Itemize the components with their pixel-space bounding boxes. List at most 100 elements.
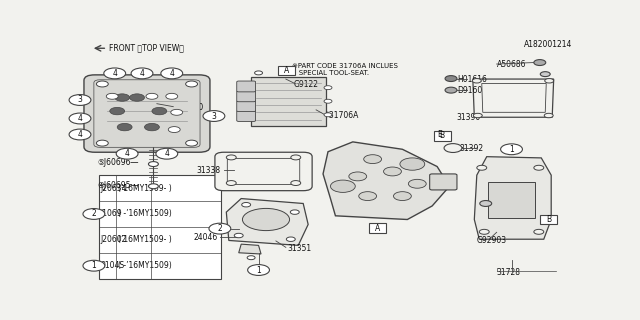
Circle shape	[97, 140, 108, 146]
Circle shape	[97, 81, 108, 87]
Circle shape	[227, 155, 236, 160]
Circle shape	[255, 71, 262, 75]
Circle shape	[500, 144, 522, 155]
FancyBboxPatch shape	[215, 152, 312, 191]
Circle shape	[472, 79, 481, 83]
Circle shape	[291, 180, 301, 186]
Circle shape	[242, 203, 251, 207]
Circle shape	[116, 148, 138, 159]
FancyBboxPatch shape	[237, 101, 255, 112]
Polygon shape	[473, 79, 554, 117]
FancyBboxPatch shape	[278, 66, 295, 75]
Circle shape	[248, 265, 269, 276]
Polygon shape	[251, 76, 326, 126]
Polygon shape	[323, 142, 449, 220]
Text: A50686: A50686	[497, 60, 526, 69]
Circle shape	[349, 172, 367, 181]
Text: 1: 1	[92, 261, 96, 270]
Text: ( -’16MY1509): ( -’16MY1509)	[118, 261, 172, 270]
FancyBboxPatch shape	[227, 158, 300, 185]
Text: 24046: 24046	[194, 233, 218, 242]
Polygon shape	[482, 84, 547, 112]
Circle shape	[131, 68, 153, 79]
Text: A: A	[375, 224, 380, 233]
Text: 4: 4	[170, 69, 174, 78]
Circle shape	[534, 229, 544, 234]
Ellipse shape	[243, 208, 289, 231]
Circle shape	[83, 209, 105, 220]
Circle shape	[234, 233, 243, 238]
Text: 3: 3	[77, 95, 83, 105]
Circle shape	[203, 111, 225, 121]
Text: 4: 4	[125, 149, 129, 158]
Circle shape	[161, 68, 182, 79]
FancyBboxPatch shape	[488, 182, 535, 218]
Text: 4: 4	[164, 149, 169, 158]
Text: 4: 4	[77, 114, 83, 123]
Text: 31392: 31392	[459, 144, 483, 153]
Circle shape	[445, 76, 457, 82]
Circle shape	[474, 113, 483, 118]
Circle shape	[247, 256, 255, 260]
Text: 31728: 31728	[497, 268, 521, 277]
FancyBboxPatch shape	[434, 131, 451, 141]
Text: 4: 4	[112, 69, 117, 78]
Circle shape	[359, 192, 376, 201]
Circle shape	[324, 113, 332, 117]
Circle shape	[227, 180, 236, 186]
FancyBboxPatch shape	[429, 174, 457, 190]
Circle shape	[186, 81, 198, 87]
FancyBboxPatch shape	[237, 91, 255, 102]
Text: FRONT 〈TOP VIEW〉: FRONT 〈TOP VIEW〉	[109, 44, 184, 53]
Circle shape	[545, 79, 554, 83]
Text: ④J60695―: ④J60695―	[97, 180, 138, 189]
Text: 3: 3	[211, 111, 216, 121]
Text: 1: 1	[256, 266, 261, 275]
FancyBboxPatch shape	[99, 175, 221, 279]
Text: 0104S: 0104S	[101, 261, 125, 270]
Circle shape	[145, 124, 159, 131]
Circle shape	[168, 127, 180, 132]
Circle shape	[540, 72, 550, 76]
Text: 31351: 31351	[287, 244, 312, 253]
Text: E: E	[437, 131, 442, 140]
Circle shape	[186, 140, 198, 146]
Circle shape	[544, 113, 553, 118]
Text: G92903: G92903	[477, 236, 507, 245]
Polygon shape	[474, 157, 551, 239]
Text: J1069: J1069	[101, 210, 122, 219]
Text: (’16MY1509- ): (’16MY1509- )	[118, 184, 172, 193]
Text: ( -’16MY1509): ( -’16MY1509)	[118, 210, 172, 219]
Polygon shape	[227, 198, 308, 245]
Text: 4: 4	[140, 69, 145, 78]
Circle shape	[400, 158, 425, 170]
Text: (’16MY1509- ): (’16MY1509- )	[118, 235, 172, 244]
Circle shape	[330, 180, 355, 192]
Circle shape	[166, 93, 178, 99]
Text: 31338: 31338	[196, 166, 220, 175]
Circle shape	[383, 167, 401, 176]
Circle shape	[364, 155, 381, 164]
Circle shape	[171, 109, 182, 115]
Circle shape	[146, 93, 158, 99]
Circle shape	[324, 86, 332, 90]
Text: 2: 2	[92, 210, 96, 219]
Circle shape	[104, 68, 125, 79]
Text: G9122: G9122	[293, 80, 318, 89]
Circle shape	[69, 113, 91, 124]
Circle shape	[286, 237, 295, 241]
Text: ⑤J60696―: ⑤J60696―	[97, 158, 138, 167]
FancyBboxPatch shape	[369, 223, 386, 233]
Circle shape	[129, 94, 145, 101]
Text: ※PART CODE 31706A INCLUES
   SPECIAL TOOL-SEAT.: ※PART CODE 31706A INCLUES SPECIAL TOOL-S…	[292, 63, 398, 76]
Circle shape	[408, 179, 426, 188]
Circle shape	[152, 108, 167, 115]
Text: A: A	[284, 66, 289, 75]
Circle shape	[156, 148, 178, 159]
Circle shape	[106, 93, 118, 99]
Text: 31390: 31390	[456, 113, 480, 122]
Text: J20602: J20602	[101, 235, 127, 244]
Circle shape	[110, 108, 125, 115]
Circle shape	[291, 210, 300, 214]
Circle shape	[534, 60, 546, 66]
